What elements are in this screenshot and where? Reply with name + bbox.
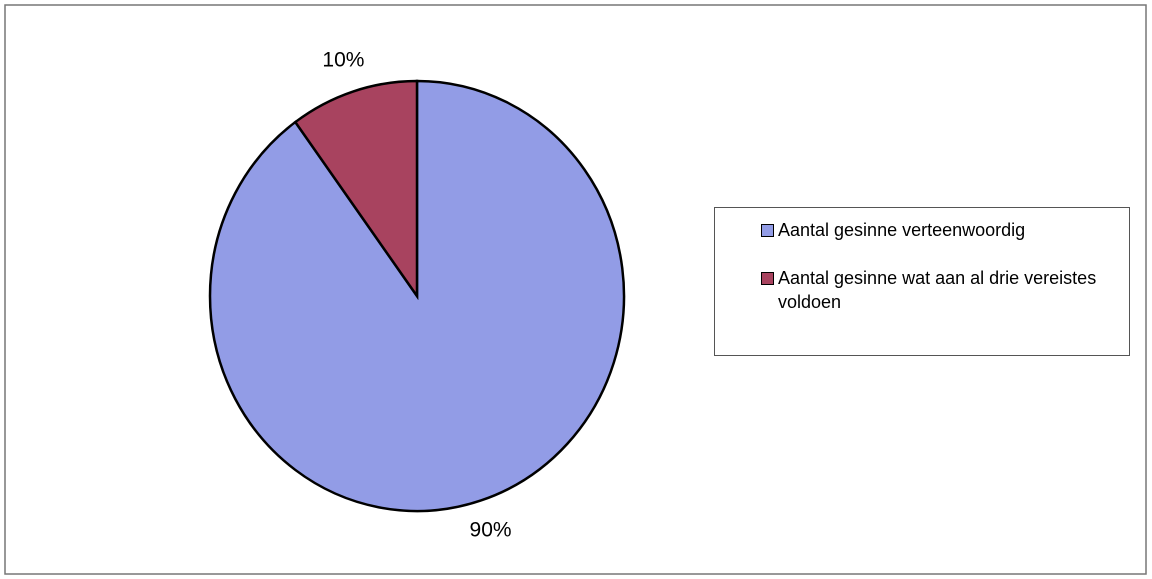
legend-label: Aantal gesinne wat aan al drie vereistes…: [778, 268, 1097, 312]
pie-slice: [293, 79, 419, 300]
legend-item: Aantal gesinne wat aan al drie vereistes…: [761, 266, 1109, 314]
legend-label: Aantal gesinne verteenwoordig: [778, 220, 1026, 240]
data-label: 90%: [470, 519, 512, 542]
legend: Aantal gesinne verteenwoordig Aantal gesi…: [714, 207, 1130, 356]
legend-swatch: [761, 272, 774, 285]
legend-swatch: [761, 224, 774, 237]
legend-item: Aantal gesinne verteenwoordig: [761, 218, 1109, 242]
data-label: 10%: [322, 48, 364, 71]
